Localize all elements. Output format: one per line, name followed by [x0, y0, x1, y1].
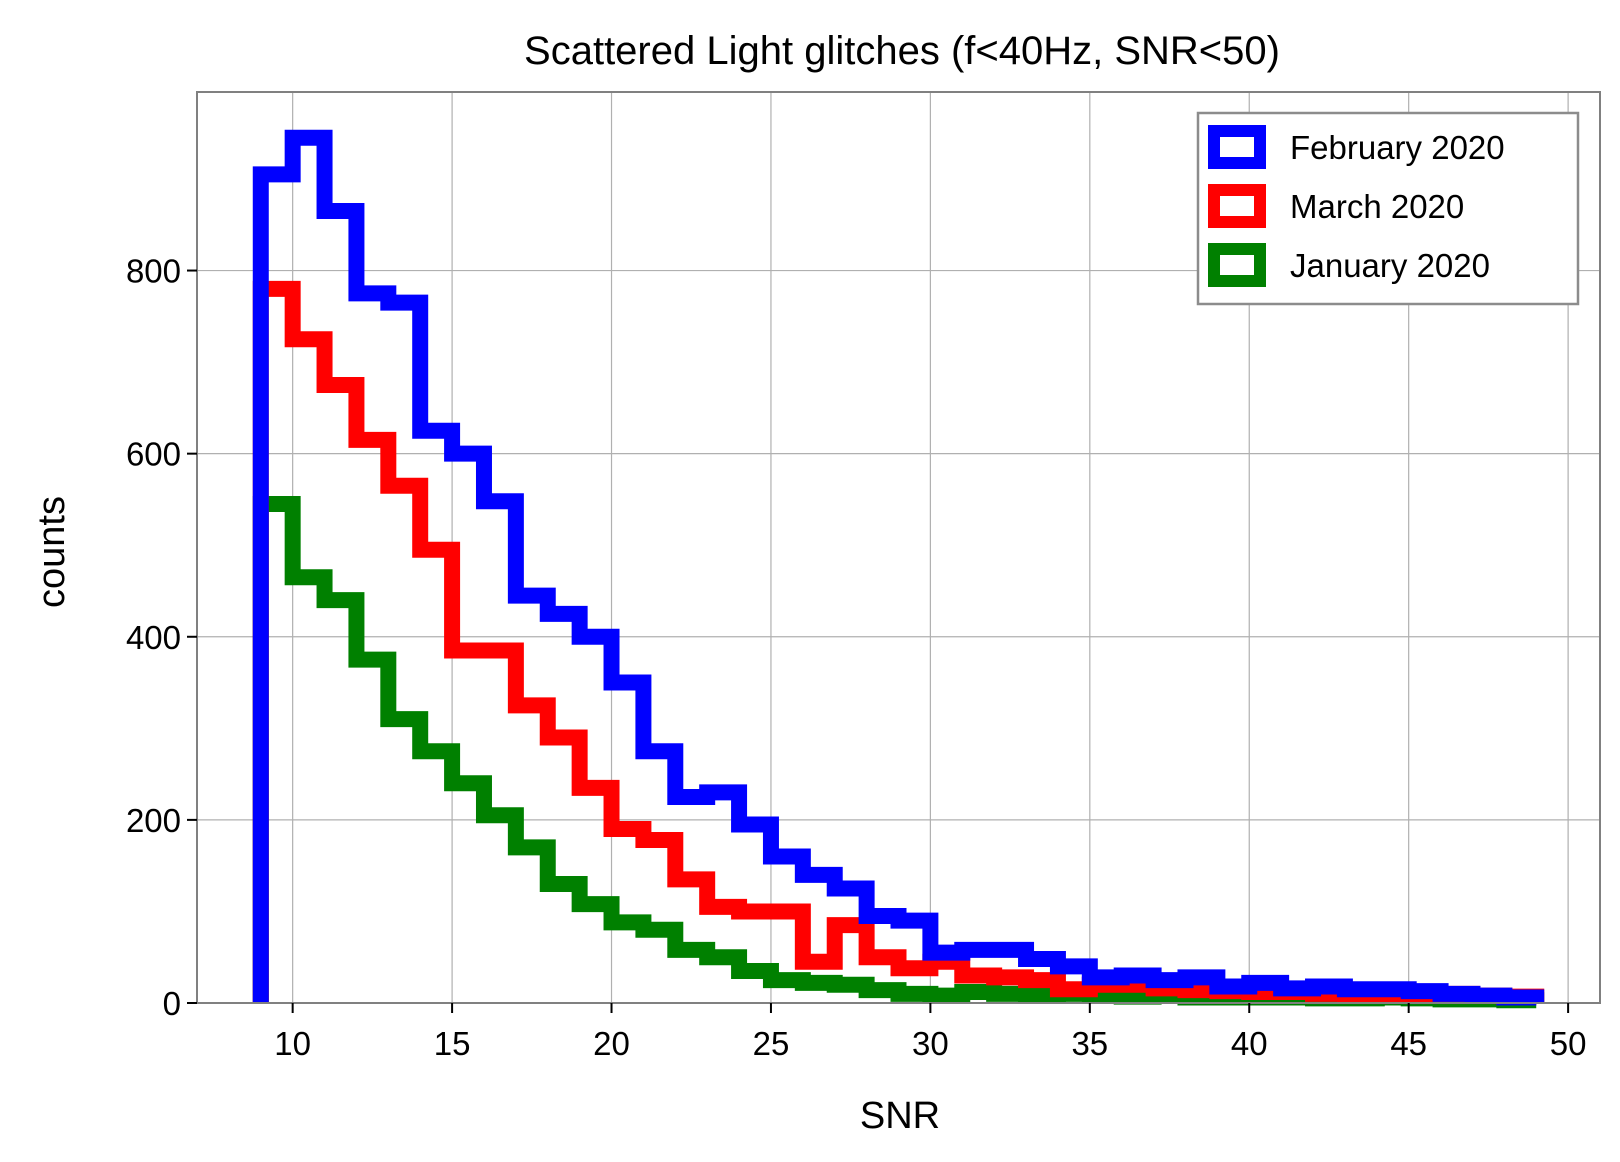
x-tick-label: 45	[1390, 1025, 1427, 1062]
series-line-february-2020	[252, 129, 1545, 1006]
x-tick-label: 10	[274, 1025, 311, 1062]
y-tick-label: 600	[126, 436, 181, 473]
legend-label-january-2020: January 2020	[1290, 247, 1490, 284]
plot-frame	[196, 91, 1601, 1004]
y-tick-label: 400	[126, 619, 181, 656]
y-axis: 0 200 400 600 800	[126, 253, 197, 1022]
x-tick-label: 25	[753, 1025, 790, 1062]
x-tick-label: 15	[434, 1025, 471, 1062]
legend-swatch-february-2020	[1208, 125, 1266, 169]
x-tick-label: 20	[593, 1025, 630, 1062]
x-tick-label: 50	[1550, 1025, 1587, 1062]
x-axis: 10 15 20 25 30 35 40 45 50	[274, 1003, 1586, 1062]
y-tick-label: 800	[126, 253, 181, 290]
x-axis-label: SNR	[860, 1095, 940, 1137]
y-tick-label: 0	[163, 985, 181, 1022]
legend: February 2020 March 2020 January 2020	[1196, 111, 1580, 306]
legend-label-march-2020: March 2020	[1290, 188, 1464, 225]
legend-swatch-january-2020	[1208, 243, 1266, 287]
x-tick-label: 35	[1071, 1025, 1108, 1062]
chart-title: Scattered Light glitches (f<40Hz, SNR<50…	[524, 29, 1280, 73]
y-tick-label: 200	[126, 802, 181, 839]
series-layer	[252, 129, 1545, 1009]
legend-swatch-march-2020	[1208, 184, 1266, 228]
legend-label-february-2020: February 2020	[1290, 129, 1505, 166]
y-axis-label: counts	[31, 496, 73, 608]
x-tick-label: 30	[912, 1025, 949, 1062]
x-tick-label: 40	[1231, 1025, 1268, 1062]
